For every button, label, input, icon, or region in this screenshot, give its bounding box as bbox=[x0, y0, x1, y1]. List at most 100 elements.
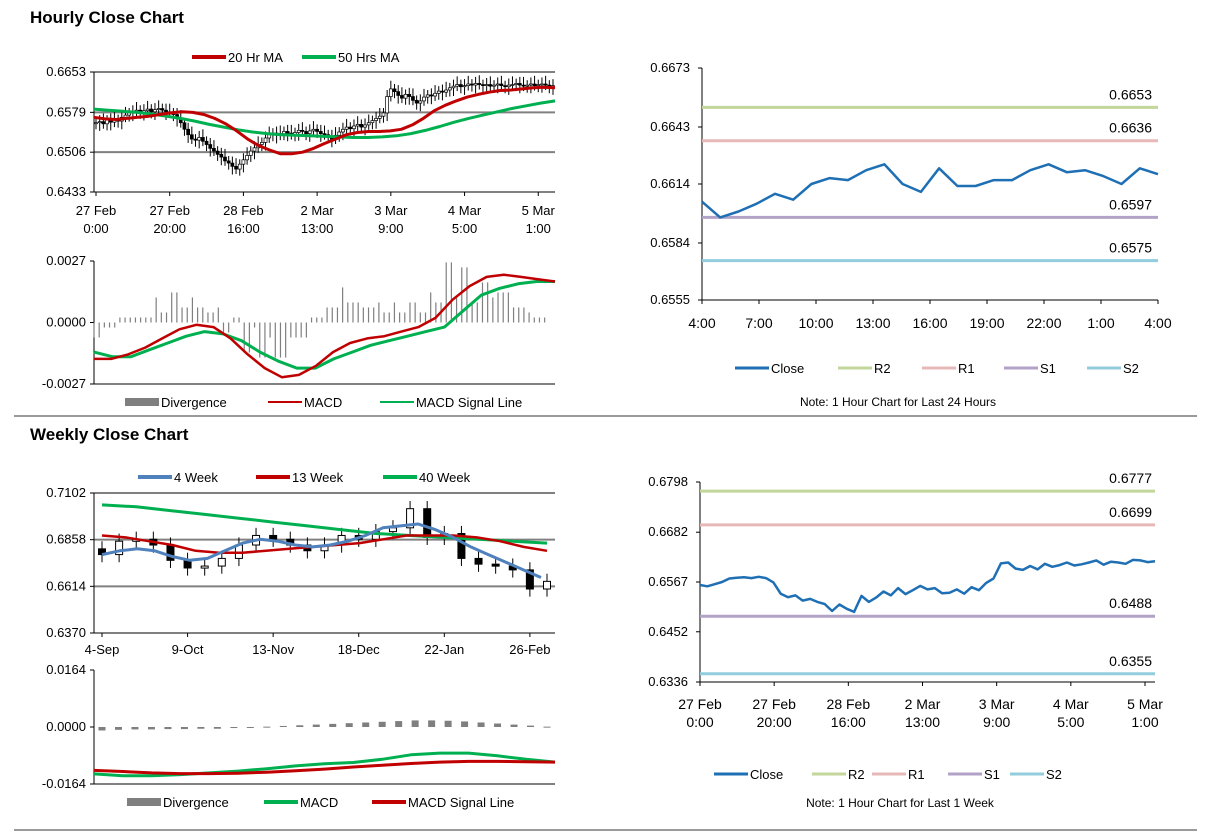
hourly-price-ytick: 0.6506 bbox=[46, 144, 86, 159]
hourly-candle-body bbox=[307, 130, 312, 134]
hourly-candle-body bbox=[525, 84, 530, 87]
hourly-candle-body bbox=[363, 124, 367, 128]
weekly-divergence-bar bbox=[98, 727, 106, 731]
hourly-candle-body bbox=[245, 155, 249, 161]
hourly-candle-body bbox=[532, 83, 537, 86]
hourly-candle-body bbox=[355, 124, 360, 127]
hourly-candle-body bbox=[94, 122, 98, 125]
weekly-candle-body bbox=[269, 534, 278, 540]
hourly-xtick-time: 16:00 bbox=[227, 221, 260, 236]
hourly-levels-ytick: 0.6555 bbox=[650, 292, 690, 307]
weekly-divergence-bar bbox=[263, 726, 271, 728]
legend-weekly-levels-r2-label: R2 bbox=[848, 767, 865, 782]
hourly-candle-body bbox=[296, 130, 301, 133]
hourly-candle-body bbox=[529, 83, 533, 86]
weekly-xtick: 18-Dec bbox=[338, 642, 380, 657]
hourly-candle-body bbox=[536, 84, 541, 86]
weekly-section-title: Weekly Close Chart bbox=[30, 425, 189, 444]
hourly-candle-body bbox=[462, 85, 467, 88]
hourly-candle-body bbox=[259, 142, 264, 145]
legend-weekly-levels-r1-label: R1 bbox=[908, 767, 925, 782]
weekly-levels-xtick-time: 5:00 bbox=[1057, 714, 1084, 730]
legend-weekly-signal-label: MACD Signal Line bbox=[408, 795, 514, 810]
weekly-levels-xtick-date: 28 Feb bbox=[827, 696, 871, 712]
hourly-candle-body bbox=[348, 126, 353, 130]
hourly-candle-body bbox=[341, 128, 345, 133]
hourly-candle-body bbox=[230, 162, 235, 167]
weekly-xtick: 4-Sep bbox=[85, 642, 120, 657]
hourly-candle-body bbox=[219, 154, 224, 158]
legend-50hrs-ma-label: 50 Hrs MA bbox=[338, 50, 400, 65]
hourly-candle-body bbox=[344, 126, 349, 130]
hourly-levels-xtick: 4:00 bbox=[688, 315, 715, 331]
hourly-candle-body bbox=[223, 156, 227, 162]
weekly-levels-xtick-date: 3 Mar bbox=[979, 696, 1015, 712]
legend-4-week-label: 4 Week bbox=[174, 470, 218, 485]
bottom-divider bbox=[14, 829, 1197, 831]
weekly-levels-ytick: 0.6336 bbox=[648, 674, 688, 689]
hourly-candle-body bbox=[248, 150, 253, 156]
hourly-price-ytick: 0.6433 bbox=[46, 184, 86, 199]
weekly-macd-signal-line bbox=[93, 759, 556, 776]
hourly-candle-body bbox=[440, 90, 445, 93]
hourly-section-title: Hourly Close Chart bbox=[30, 8, 184, 27]
hourly-candle-body bbox=[189, 134, 194, 140]
weekly-candle-body bbox=[200, 565, 209, 569]
weekly-level-label-s2: 0.6355 bbox=[1109, 653, 1152, 669]
weekly-levels-xtick-time: 0:00 bbox=[686, 714, 713, 730]
hourly-candle-body bbox=[414, 100, 419, 104]
hourly-candle-body bbox=[160, 108, 165, 111]
hourly-candle-body bbox=[318, 131, 323, 134]
hourly-candle-body bbox=[388, 88, 393, 97]
hourly-candle-body bbox=[429, 94, 434, 97]
legend-hourly-levels-s2-label: S2 bbox=[1123, 361, 1139, 376]
legend-hourly-divergence-label: Divergence bbox=[161, 395, 227, 410]
weekly-levels-xtick-time: 20:00 bbox=[757, 714, 792, 730]
weekly-macd-ytick: 0.0164 bbox=[46, 662, 86, 677]
weekly-candle-body bbox=[543, 580, 551, 590]
weekly-divergence-bar bbox=[510, 724, 518, 727]
hourly-candle-body bbox=[425, 94, 430, 98]
hourly-xtick-time: 20:00 bbox=[153, 221, 186, 236]
weekly-divergence-bar bbox=[378, 721, 386, 727]
hourly-candle-body bbox=[455, 84, 460, 87]
hourly-candle-body bbox=[374, 118, 378, 121]
hourly-candle-body bbox=[422, 96, 426, 102]
weekly-divergence-bar bbox=[197, 727, 205, 729]
hourly-xtick-date: 28 Feb bbox=[223, 203, 263, 218]
hourly-macd-ytick: 0.0027 bbox=[46, 253, 86, 268]
weekly-close-line bbox=[699, 558, 1156, 614]
hourly-xtick-time: 0:00 bbox=[83, 221, 108, 236]
weekly-levels-xtick-time: 13:00 bbox=[905, 714, 940, 730]
hourly-price-ytick: 0.6579 bbox=[46, 104, 86, 119]
weekly-divergence-bar bbox=[312, 724, 320, 727]
weekly-level-label-r1: 0.6699 bbox=[1109, 504, 1152, 520]
hourly-candle-body bbox=[459, 84, 463, 88]
hourly-candle-body bbox=[540, 83, 544, 86]
legend-40-week-label: 40 Week bbox=[419, 470, 471, 485]
hourly-candle-body bbox=[499, 83, 504, 86]
hourly-macd-ytick: -0.0027 bbox=[42, 376, 86, 391]
weekly-candle-body bbox=[115, 540, 124, 556]
weekly-levels-xtick-date: 27 Feb bbox=[678, 696, 722, 712]
hourly-macd-ytick: 0.0000 bbox=[46, 315, 86, 330]
hourly-xtick-time: 5:00 bbox=[452, 221, 477, 236]
weekly-divergence-bar bbox=[494, 723, 502, 727]
hourly-xtick-date: 2 Mar bbox=[301, 203, 335, 218]
hourly-candle-body bbox=[193, 138, 198, 141]
weekly-xtick: 9-Oct bbox=[172, 642, 204, 657]
hourly-candle-body bbox=[495, 83, 500, 86]
weekly-levels-ytick: 0.6798 bbox=[648, 474, 688, 489]
weekly-macd-ytick: 0.0000 bbox=[46, 719, 86, 734]
weekly-divergence-bar bbox=[428, 720, 436, 727]
legend-hourly-levels-close-label: Close bbox=[771, 361, 804, 376]
hourly-macd-signal-line bbox=[93, 280, 555, 370]
weekly-candle-body bbox=[217, 557, 226, 567]
hourly-candle-body bbox=[506, 84, 511, 88]
hourly-price-ytick: 0.6653 bbox=[46, 64, 86, 79]
hourly-candle-body bbox=[241, 159, 246, 165]
hourly-candle-body bbox=[514, 83, 518, 85]
hourly-candle-body bbox=[392, 88, 397, 92]
weekly-levels-xtick-date: 2 Mar bbox=[905, 696, 941, 712]
